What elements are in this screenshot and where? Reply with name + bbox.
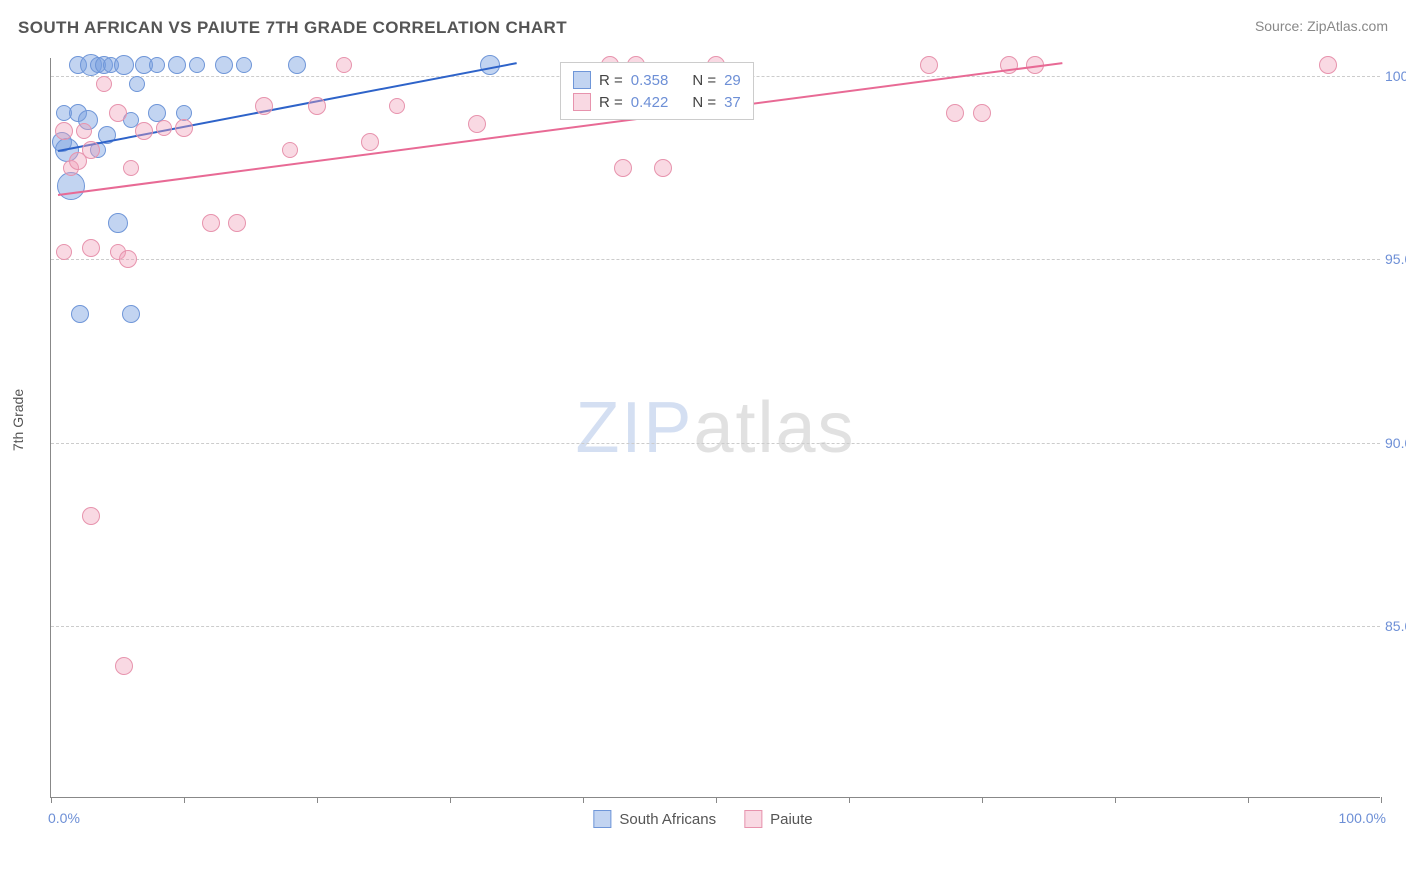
scatter-point bbox=[55, 122, 73, 140]
scatter-point bbox=[336, 57, 352, 73]
scatter-point bbox=[56, 244, 72, 260]
scatter-point bbox=[149, 57, 165, 73]
scatter-point bbox=[189, 57, 205, 73]
watermark-atlas: atlas bbox=[693, 388, 855, 468]
scatter-point bbox=[71, 305, 89, 323]
scatter-point bbox=[282, 142, 298, 158]
scatter-point bbox=[96, 76, 112, 92]
x-tick bbox=[1381, 797, 1382, 803]
watermark-zip: ZIP bbox=[575, 388, 693, 468]
x-tick bbox=[184, 797, 185, 803]
scatter-point bbox=[468, 115, 486, 133]
legend-row: R = 0.422 N = 37 bbox=[573, 91, 741, 113]
scatter-point bbox=[288, 56, 306, 74]
correlation-legend: R = 0.358 N = 29 R = 0.422 N = 37 bbox=[560, 62, 754, 120]
grid-line bbox=[51, 626, 1380, 627]
legend-series-name: Paiute bbox=[770, 811, 813, 828]
legend-r-label: R = bbox=[599, 72, 623, 89]
scatter-point bbox=[82, 141, 100, 159]
scatter-point bbox=[946, 104, 964, 122]
source-label: Source: ZipAtlas.com bbox=[1255, 18, 1388, 34]
legend-n-label: N = bbox=[692, 94, 716, 111]
scatter-point bbox=[228, 214, 246, 232]
x-tick bbox=[716, 797, 717, 803]
scatter-point bbox=[123, 160, 139, 176]
legend-r-value: 0.358 bbox=[631, 72, 669, 89]
grid-line bbox=[51, 443, 1380, 444]
scatter-point bbox=[202, 214, 220, 232]
x-tick bbox=[583, 797, 584, 803]
chart-title: SOUTH AFRICAN VS PAIUTE 7TH GRADE CORREL… bbox=[18, 18, 567, 38]
scatter-point bbox=[109, 104, 127, 122]
x-tick bbox=[982, 797, 983, 803]
scatter-point bbox=[156, 120, 172, 136]
scatter-point bbox=[308, 97, 326, 115]
legend-swatch bbox=[573, 93, 591, 111]
legend-series-name: South Africans bbox=[619, 811, 716, 828]
scatter-point bbox=[82, 507, 100, 525]
scatter-point bbox=[122, 305, 140, 323]
scatter-point bbox=[115, 657, 133, 675]
grid-line bbox=[51, 259, 1380, 260]
plot-area: ZIPatlas 100.0%95.0%90.0%85.0% bbox=[50, 58, 1380, 798]
scatter-point bbox=[389, 98, 405, 114]
legend-n-value: 29 bbox=[724, 72, 741, 89]
watermark: ZIPatlas bbox=[575, 387, 855, 469]
scatter-point bbox=[920, 56, 938, 74]
scatter-point bbox=[215, 56, 233, 74]
legend-item: Paiute bbox=[744, 810, 813, 828]
legend-item: South Africans bbox=[593, 810, 716, 828]
correlation-chart: SOUTH AFRICAN VS PAIUTE 7TH GRADE CORREL… bbox=[0, 0, 1406, 892]
scatter-point bbox=[236, 57, 252, 73]
x-origin-label: 0.0% bbox=[48, 810, 80, 826]
legend-swatch bbox=[744, 810, 762, 828]
scatter-point bbox=[114, 55, 134, 75]
legend-r-value: 0.422 bbox=[631, 94, 669, 111]
y-tick-label: 90.0% bbox=[1385, 435, 1406, 451]
scatter-point bbox=[361, 133, 379, 151]
scatter-point bbox=[108, 213, 128, 233]
legend-row: R = 0.358 N = 29 bbox=[573, 69, 741, 91]
y-tick-label: 100.0% bbox=[1385, 68, 1406, 84]
legend-r-label: R = bbox=[599, 94, 623, 111]
y-axis-title: 7th Grade bbox=[10, 389, 26, 451]
y-tick-label: 85.0% bbox=[1385, 618, 1406, 634]
scatter-point bbox=[614, 159, 632, 177]
x-tick bbox=[849, 797, 850, 803]
scatter-point bbox=[654, 159, 672, 177]
x-tick bbox=[450, 797, 451, 803]
scatter-point bbox=[129, 76, 145, 92]
trend-line bbox=[57, 62, 516, 152]
scatter-point bbox=[175, 119, 193, 137]
x-tick bbox=[1248, 797, 1249, 803]
scatter-point bbox=[973, 104, 991, 122]
x-tick bbox=[51, 797, 52, 803]
legend-n-label: N = bbox=[692, 72, 716, 89]
y-tick-label: 95.0% bbox=[1385, 251, 1406, 267]
scatter-point bbox=[1319, 56, 1337, 74]
legend-swatch bbox=[593, 810, 611, 828]
x-tick bbox=[1115, 797, 1116, 803]
scatter-point bbox=[57, 172, 85, 200]
x-tick bbox=[317, 797, 318, 803]
scatter-point bbox=[135, 122, 153, 140]
scatter-point bbox=[255, 97, 273, 115]
legend-swatch bbox=[573, 71, 591, 89]
series-legend: South Africans Paiute bbox=[593, 810, 812, 828]
scatter-point bbox=[82, 239, 100, 257]
scatter-point bbox=[168, 56, 186, 74]
scatter-point bbox=[76, 123, 92, 139]
scatter-point bbox=[119, 250, 137, 268]
legend-n-value: 37 bbox=[724, 94, 741, 111]
x-max-label: 100.0% bbox=[1339, 810, 1386, 826]
